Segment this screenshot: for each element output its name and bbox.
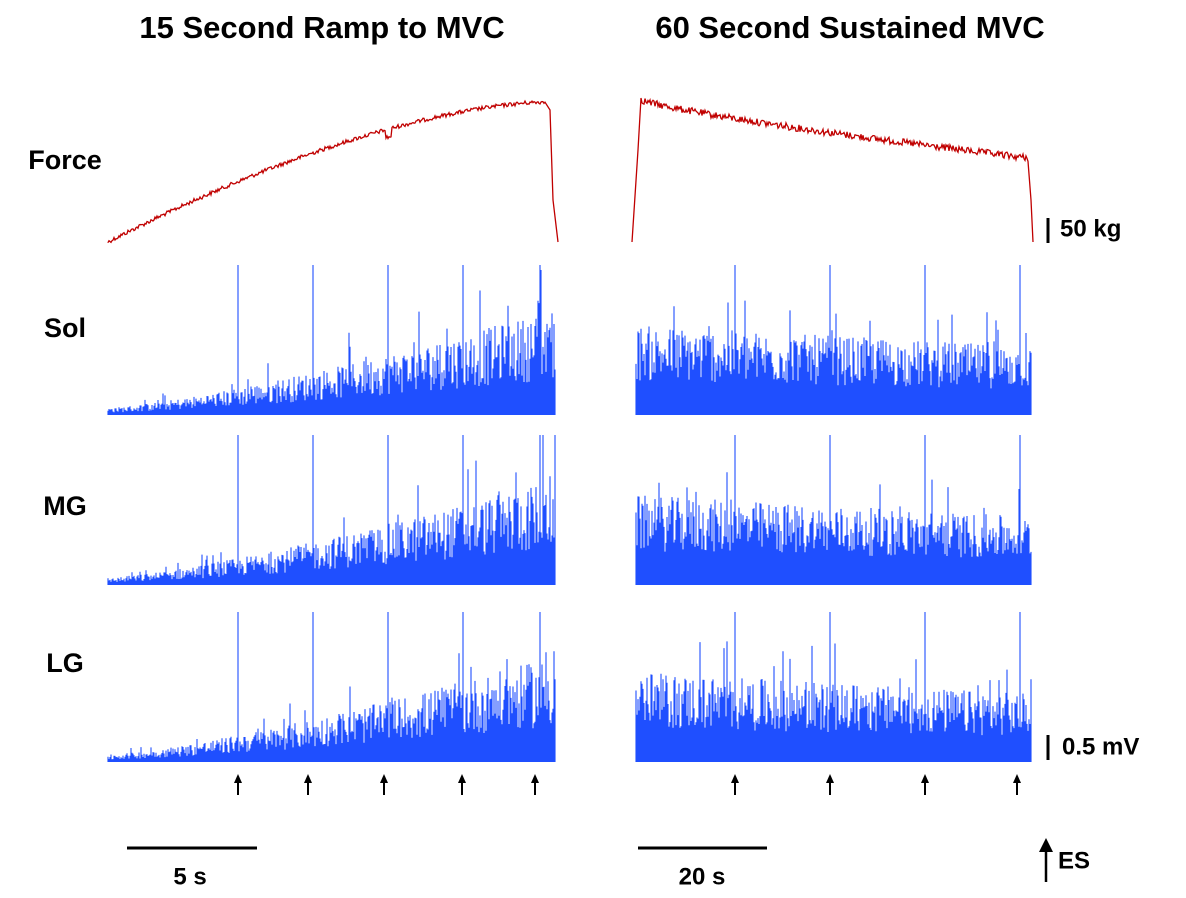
es-legend-label: ES: [1058, 847, 1090, 874]
stimulus-arrowhead: [531, 774, 539, 783]
emg-scale-label: 0.5 mV: [1062, 733, 1139, 760]
force-trace: [631, 97, 1034, 243]
panel-title: 15 Second Ramp to MVC: [139, 10, 504, 45]
stimulus-arrowhead: [304, 774, 312, 783]
emg-trace: [635, 612, 1032, 762]
stimulus-arrowhead: [458, 774, 466, 783]
row-label: MG: [43, 491, 87, 521]
emg-trace: [635, 435, 1032, 585]
emg-trace: [107, 265, 556, 415]
es-legend-arrow: [1039, 838, 1053, 882]
stimulus-arrowhead: [380, 774, 388, 783]
time-scale-label: 20 s: [679, 863, 726, 890]
emg-trace: [635, 265, 1032, 415]
stimulus-arrowhead: [1013, 774, 1021, 783]
force-scale-label: 50 kg: [1060, 215, 1121, 242]
panel-title: 60 Second Sustained MVC: [655, 10, 1044, 45]
row-label: Sol: [44, 313, 86, 343]
stimulus-arrowhead: [826, 774, 834, 783]
row-label: Force: [28, 145, 102, 175]
stimulus-arrowhead: [921, 774, 929, 783]
emg-trace: [107, 612, 556, 762]
stimulus-arrowhead: [234, 774, 242, 783]
time-scale-label: 5 s: [173, 863, 206, 890]
force-trace: [107, 99, 559, 244]
stimulus-arrowhead: [731, 774, 739, 783]
traces: [107, 97, 1034, 795]
row-label: LG: [46, 648, 84, 678]
emg-trace: [107, 435, 556, 585]
